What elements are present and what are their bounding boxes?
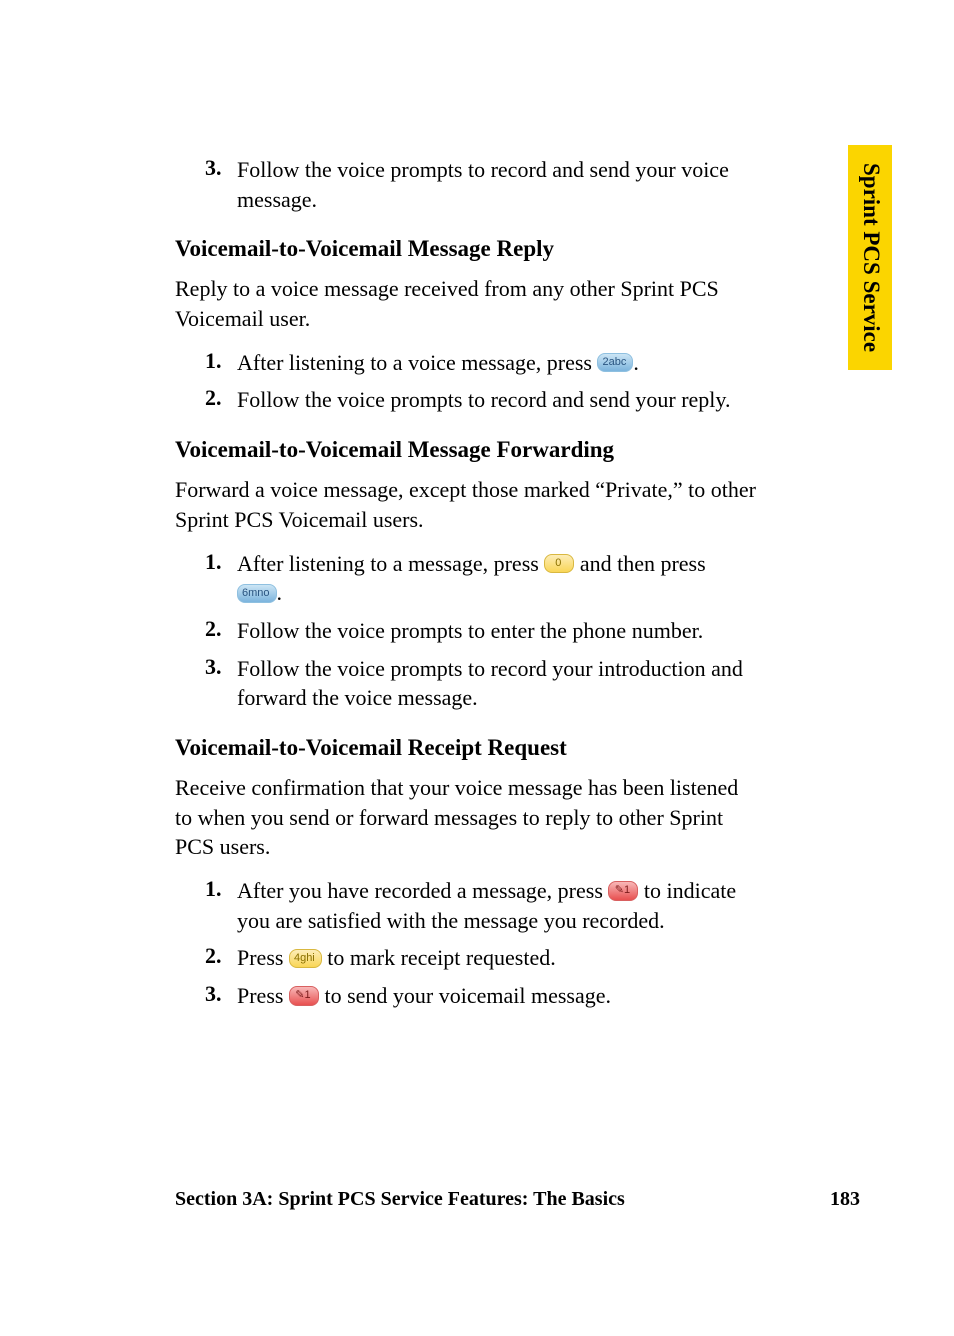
item-text: After listening to a voice message, pres… <box>237 348 639 378</box>
list-item: 1. After listening to a message, press 0… <box>175 549 760 608</box>
page-footer: Section 3A: Sprint PCS Service Features:… <box>175 1188 860 1211</box>
section-heading: Voicemail-to-Voicemail Receipt Request <box>175 735 760 761</box>
side-tab-label: Sprint PCS Service <box>858 163 884 352</box>
item-text: Follow the voice prompts to record and s… <box>237 155 760 214</box>
phone-key-0: 0 <box>544 554 574 573</box>
item-post: to send your voicemail message. <box>319 983 611 1008</box>
list-item: 3. Press ✎1 to send your voicemail messa… <box>175 981 760 1011</box>
footer-page-number: 183 <box>830 1188 860 1211</box>
item-text: Follow the voice prompts to enter the ph… <box>237 616 703 646</box>
content-area: 3. Follow the voice prompts to record an… <box>175 155 760 1011</box>
item-pre: After you have recorded a message, press <box>237 878 608 903</box>
section-intro: Reply to a voice message received from a… <box>175 274 760 333</box>
list-item: 2. Follow the voice prompts to enter the… <box>175 616 760 646</box>
item-pre: After listening to a voice message, pres… <box>237 350 597 375</box>
item-pre: After listening to a message, press <box>237 551 544 576</box>
phone-key-4ghi: 4ghi <box>289 949 322 968</box>
phone-key-2abc: 2abc <box>597 353 633 372</box>
item-text: After you have recorded a message, press… <box>237 876 760 935</box>
item-post: . <box>277 580 283 605</box>
list-item: 2. Press 4ghi to mark receipt requested. <box>175 943 760 973</box>
list-item: 3. Follow the voice prompts to record yo… <box>175 654 760 713</box>
item-text: Follow the voice prompts to record and s… <box>237 385 730 415</box>
item-pre: Press <box>237 983 289 1008</box>
list-item: 2. Follow the voice prompts to record an… <box>175 385 760 415</box>
item-mid: and then press <box>574 551 705 576</box>
item-text: Press ✎1 to send your voicemail message. <box>237 981 611 1011</box>
item-number: 1. <box>205 348 237 378</box>
section-intro: Receive confirmation that your voice mes… <box>175 773 760 862</box>
phone-key-1: ✎1 <box>289 986 319 1005</box>
item-number: 3. <box>205 654 237 713</box>
list-item: 1. After you have recorded a message, pr… <box>175 876 760 935</box>
item-post: . <box>633 350 639 375</box>
item-text: Follow the voice prompts to record your … <box>237 654 760 713</box>
section-heading: Voicemail-to-Voicemail Message Reply <box>175 236 760 262</box>
item-text: Press 4ghi to mark receipt requested. <box>237 943 556 973</box>
section-heading: Voicemail-to-Voicemail Message Forwardin… <box>175 437 760 463</box>
item-pre: Press <box>237 945 289 970</box>
item-number: 1. <box>205 876 237 935</box>
phone-key-1: ✎1 <box>608 881 638 900</box>
section-intro: Forward a voice message, except those ma… <box>175 475 760 534</box>
item-number: 1. <box>205 549 237 608</box>
item-number: 3. <box>205 155 237 214</box>
item-post: to mark receipt requested. <box>322 945 556 970</box>
list-item: 1. After listening to a voice message, p… <box>175 348 760 378</box>
item-number: 2. <box>205 385 237 415</box>
item-number: 3. <box>205 981 237 1011</box>
phone-key-6mno: 6mno <box>237 584 277 603</box>
list-item: 3. Follow the voice prompts to record an… <box>175 155 760 214</box>
item-text: After listening to a message, press 0 an… <box>237 549 706 608</box>
page-container: Sprint PCS Service 3. Follow the voice p… <box>0 0 954 1336</box>
side-tab: Sprint PCS Service <box>848 145 892 370</box>
item-number: 2. <box>205 943 237 973</box>
footer-section-title: Section 3A: Sprint PCS Service Features:… <box>175 1188 625 1211</box>
item-number: 2. <box>205 616 237 646</box>
